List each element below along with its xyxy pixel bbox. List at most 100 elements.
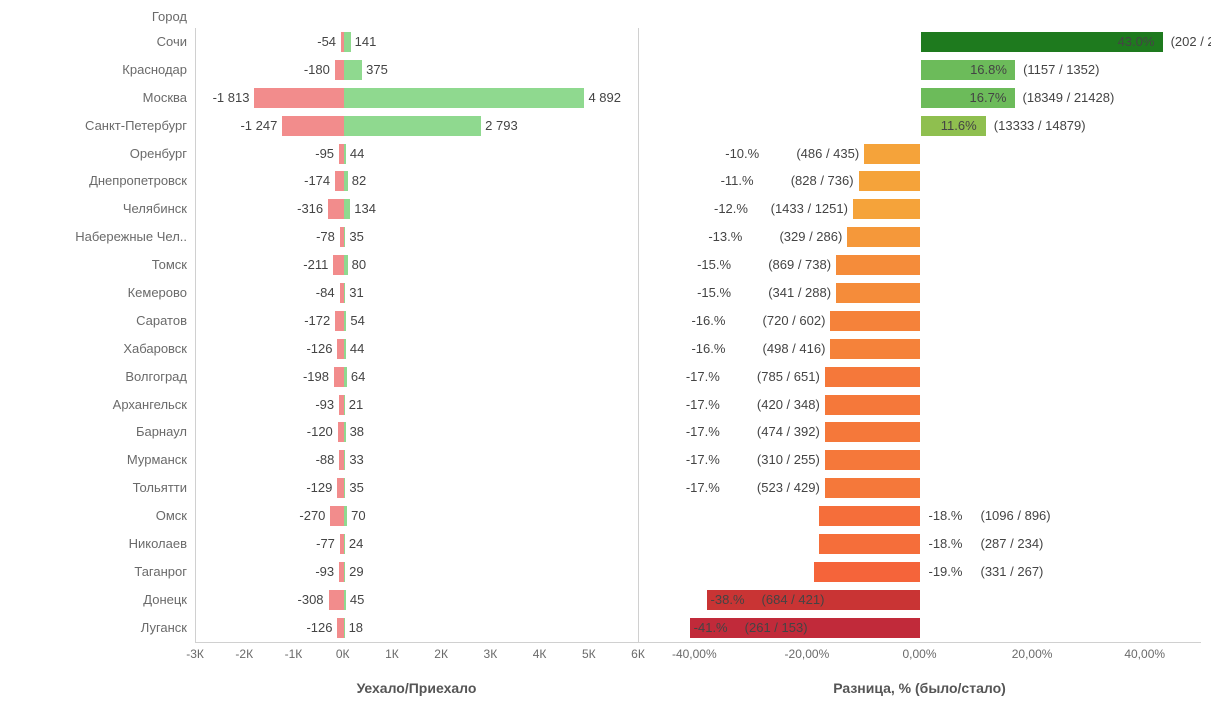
- city-label: Санкт-Петербург: [10, 112, 195, 140]
- pos-bar: [344, 506, 347, 526]
- pos-bar: [344, 590, 346, 610]
- pos-value-label: 38: [350, 418, 364, 446]
- pct-bar: [830, 311, 920, 331]
- pos-value-label: 54: [350, 307, 364, 335]
- right-axis: -40,00%-20,00%0,00%20,00%40,00%: [638, 642, 1201, 672]
- detail-label: (1096 / 896): [981, 502, 1051, 530]
- city-label: Донецк: [10, 586, 195, 614]
- detail-label: (1433 / 1251): [771, 195, 848, 223]
- neg-bar: [330, 506, 343, 526]
- detail-label: (420 / 348): [757, 391, 820, 419]
- neg-bar: [254, 88, 343, 108]
- pos-bar: [344, 339, 346, 359]
- detail-label: (329 / 286): [779, 223, 842, 251]
- axis-tick: -20,00%: [785, 647, 830, 661]
- neg-value-label: -84: [316, 279, 335, 307]
- axis-tick: 40,00%: [1124, 647, 1165, 661]
- right-panel: 43.0%(202 / 289)16.8%(1157 / 1352)16.7%(…: [638, 10, 1201, 696]
- pct-bar: [864, 144, 920, 164]
- neg-bar: [328, 199, 344, 219]
- axis-tick: -40,00%: [672, 647, 717, 661]
- pct-label: -12.%: [714, 195, 748, 223]
- pct-label: -16.%: [691, 335, 725, 363]
- pct-label: -38.%: [711, 586, 745, 614]
- pct-label: -15.%: [697, 251, 731, 279]
- pct-bar: [819, 506, 920, 526]
- pct-bar: [825, 395, 921, 415]
- detail-label: (785 / 651): [757, 363, 820, 391]
- axis-tick: -1К: [285, 647, 303, 661]
- right-row: -17.%(310 / 255): [639, 446, 1201, 474]
- city-label: Мурманск: [10, 446, 195, 474]
- detail-label: (828 / 736): [791, 167, 854, 195]
- city-label: Томск: [10, 251, 195, 279]
- pct-bar: [830, 339, 920, 359]
- pos-bar: [344, 311, 347, 331]
- pos-bar: [344, 255, 348, 275]
- detail-label: (523 / 429): [757, 474, 820, 502]
- detail-label: (310 / 255): [757, 446, 820, 474]
- axis-tick: 4К: [533, 647, 547, 661]
- pct-label: -18.%: [929, 502, 963, 530]
- pos-bar: [344, 395, 345, 415]
- pos-value-label: 375: [366, 56, 388, 84]
- city-label: Омск: [10, 502, 195, 530]
- pos-value-label: 82: [352, 167, 366, 195]
- city-label: Саратов: [10, 307, 195, 335]
- left-row: -17254: [196, 307, 638, 335]
- axis-tick: 2К: [434, 647, 448, 661]
- neg-value-label: -88: [316, 446, 335, 474]
- right-row: -16.% (498 / 416): [639, 335, 1201, 363]
- neg-bar: [333, 255, 343, 275]
- pos-value-label: 44: [350, 140, 364, 168]
- pos-bar: [344, 283, 346, 303]
- pct-bar: [825, 478, 921, 498]
- detail-label: (1157 / 1352): [1023, 56, 1099, 84]
- left-row: -9544: [196, 140, 638, 168]
- neg-value-label: -77: [316, 530, 335, 558]
- neg-bar: [335, 311, 343, 331]
- city-label: Москва: [10, 84, 195, 112]
- axis-tick: 0К: [336, 647, 350, 661]
- left-row: -84 31: [196, 279, 638, 307]
- neg-value-label: -126: [306, 335, 332, 363]
- left-axis-title: Уехало/Приехало: [195, 680, 638, 696]
- left-row: -9329: [196, 558, 638, 586]
- right-row: -16.%(720 / 602): [639, 307, 1201, 335]
- neg-value-label: -120: [307, 418, 333, 446]
- neg-value-label: -308: [298, 586, 324, 614]
- pct-bar: [836, 255, 920, 275]
- detail-label: (331 / 267): [981, 558, 1044, 586]
- pct-label: 16.8%: [970, 56, 1007, 84]
- pos-value-label: 44: [350, 335, 364, 363]
- pct-bar: [853, 199, 921, 219]
- neg-bar: [329, 590, 344, 610]
- neg-value-label: -174: [304, 167, 330, 195]
- pos-value-label: 141: [355, 28, 377, 56]
- neg-value-label: -198: [303, 363, 329, 391]
- left-row: -54141: [196, 28, 638, 56]
- left-row: -12935: [196, 474, 638, 502]
- pos-bar: [344, 199, 351, 219]
- axis-tick: 20,00%: [1012, 647, 1053, 661]
- pos-value-label: 35: [349, 223, 363, 251]
- city-label: Набережные Чел..: [10, 223, 195, 251]
- pct-label: -18.%: [929, 530, 963, 558]
- pct-label: -16.%: [691, 307, 725, 335]
- city-label: Тольятти: [10, 474, 195, 502]
- detail-label: (498 / 416): [763, 335, 826, 363]
- pos-value-label: 29: [349, 558, 363, 586]
- right-row: 16.8% (1157 / 1352): [639, 56, 1201, 84]
- pct-label: -19.%: [929, 558, 963, 586]
- pos-value-label: 31: [349, 279, 363, 307]
- pos-bar: [344, 60, 362, 80]
- pos-bar: [344, 116, 481, 136]
- left-row: -1 8134 892: [196, 84, 638, 112]
- city-label: Сочи: [10, 28, 195, 56]
- left-panel: -54141-180375-1 8134 892-1 2472 793-9544…: [195, 10, 638, 696]
- right-row: 11.6%(13333 / 14879): [639, 112, 1201, 140]
- right-row: -13.%(329 / 286): [639, 223, 1201, 251]
- pos-value-label: 35: [349, 474, 363, 502]
- pct-bar: [825, 367, 921, 387]
- detail-label: (684 / 421): [762, 586, 825, 614]
